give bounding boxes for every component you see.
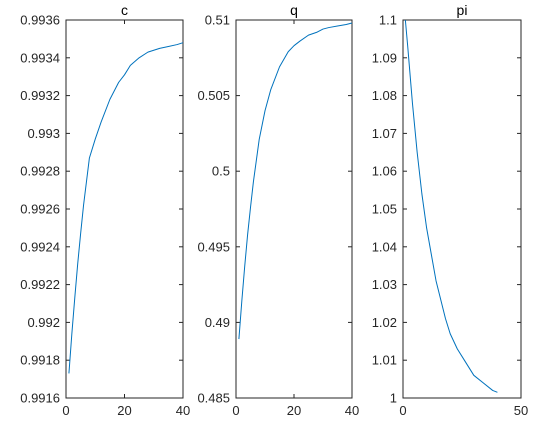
y-tick-label: 1.06 — [372, 164, 397, 179]
series-line — [68, 42, 184, 374]
y-tick-label: 0.9916 — [20, 391, 60, 406]
y-tick-label: 1 — [390, 391, 397, 406]
y-tick-label: 1.08 — [372, 88, 397, 103]
series-line — [404, 19, 498, 393]
x-tick-label: 0 — [399, 403, 406, 418]
y-tick-label: 0.9936 — [20, 13, 60, 28]
x-tick-label: 0 — [62, 403, 69, 418]
x-tick-label: 20 — [287, 403, 301, 418]
y-tick-label: 0.495 — [197, 239, 230, 254]
axes-box — [235, 19, 353, 399]
subplot-q: 0.485 0.49 0.495 0.5 0.505 0.51 0 20 40 q — [197, 2, 359, 418]
subplot-pi: 1 1.01 1.02 1.03 1.04 1.05 1.06 1.07 1.08 1.09 1.1… — [372, 2, 529, 418]
y-tick-label: 1.07 — [372, 126, 397, 141]
chart-title: pi — [457, 2, 468, 18]
y-tick-label: 0.505 — [197, 88, 230, 103]
y-tick-label: 0.5 — [212, 164, 230, 179]
y-tick-label: 0.9928 — [20, 164, 60, 179]
y-tick-label: 0.9922 — [20, 277, 60, 292]
y-tick-label: 0.485 — [197, 391, 230, 406]
y-tick-label: 0.9934 — [20, 50, 60, 65]
series-line — [238, 22, 353, 340]
y-tick-label: 1.04 — [372, 239, 397, 254]
x-tick-label: 50 — [514, 403, 528, 418]
y-tick-label: 0.9932 — [20, 88, 60, 103]
chart-title: c — [121, 2, 128, 18]
subplot-c: 0.9916 0.9918 0.992 0.9922 0.9924 0.9926 0.992… — [20, 2, 190, 418]
y-tick-label: 0.9926 — [20, 202, 60, 217]
y-tick-label: 1.01 — [372, 353, 397, 368]
y-tick-label: 1.03 — [372, 277, 397, 292]
x-tick-label: 20 — [117, 403, 131, 418]
y-tick-label: 0.49 — [205, 315, 230, 330]
y-tick-label: 1.09 — [372, 50, 397, 65]
y-tick-label: 1.1 — [379, 13, 397, 28]
x-tick-label: 40 — [345, 403, 359, 418]
y-tick-label: 0.993 — [27, 126, 60, 141]
y-tick-label: 0.9924 — [20, 239, 60, 254]
x-tick-label: 0 — [232, 403, 239, 418]
y-tick-label: 1.05 — [372, 202, 397, 217]
y-tick-label: 1.02 — [372, 315, 397, 330]
y-tick-label: 0.51 — [205, 13, 230, 28]
chart-title: q — [290, 2, 298, 18]
y-tick-label: 0.9918 — [20, 353, 60, 368]
axes-box — [402, 19, 522, 399]
x-tick-label: 40 — [176, 403, 190, 418]
y-tick-label: 0.992 — [27, 315, 60, 330]
